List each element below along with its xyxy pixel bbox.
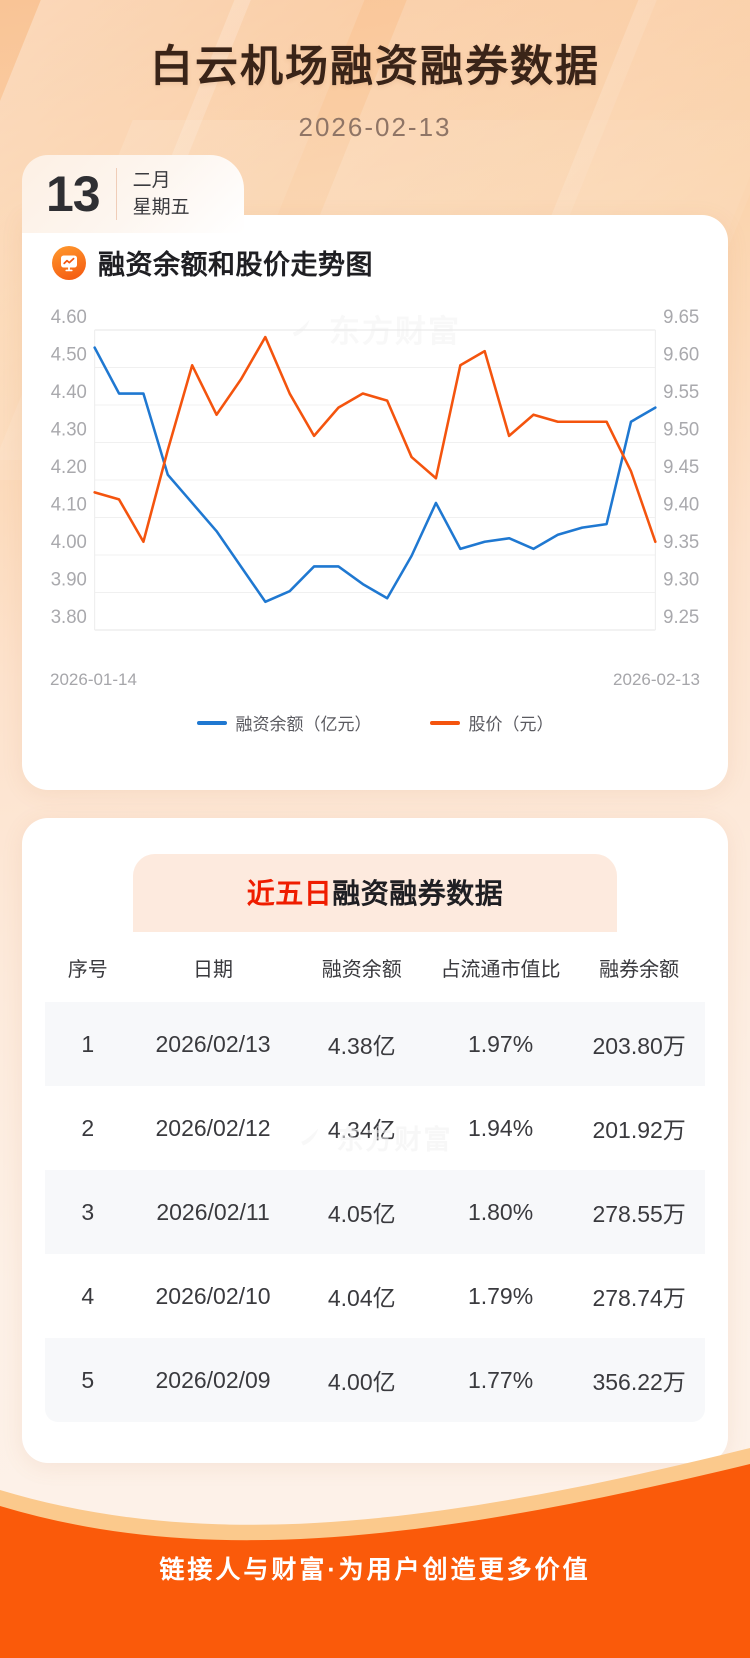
chart-x-axis-labels: 2026-01-14 2026-02-13 bbox=[22, 658, 728, 690]
page-header: 白云机场融资融券数据 2026-02-13 bbox=[0, 0, 750, 143]
y-axis-left-tick: 4.20 bbox=[51, 456, 87, 477]
legend-label: 融资余额（亿元） bbox=[235, 715, 372, 735]
page-footer: 链接人与财富·为用户创造更多价值 bbox=[0, 1420, 750, 1658]
cell-pct: 1.97% bbox=[467, 1030, 534, 1057]
cell-short: 278.74万 bbox=[592, 1285, 686, 1312]
cell-short: 356.22万 bbox=[592, 1369, 686, 1396]
table-title-rest: 融资融券数据 bbox=[332, 878, 504, 910]
chart-series-balance bbox=[93, 346, 657, 604]
chart-plot-area: 东方财富 3.80 9.25 3.90 9.30 4.00 9.35 4.10 9.40 4.2… bbox=[22, 308, 728, 658]
cell-pct: 1.94% bbox=[467, 1114, 534, 1141]
chart-series-price bbox=[93, 336, 657, 544]
column-header-balance: 融资余额 bbox=[295, 933, 428, 1003]
legend-item: 股价（元） bbox=[429, 710, 554, 735]
y-axis-left-tick: 4.30 bbox=[51, 419, 87, 440]
y-axis-left-tick: 4.00 bbox=[51, 531, 87, 552]
column-header-date: 日期 bbox=[130, 933, 296, 1003]
y-axis-left-tick: 4.60 bbox=[51, 308, 87, 327]
y-axis-right-tick: 9.55 bbox=[663, 381, 699, 402]
y-axis-right-tick: 9.35 bbox=[663, 531, 699, 552]
cell-date: 2026/02/09 bbox=[155, 1366, 271, 1393]
footer-curve-shape bbox=[0, 1448, 750, 1658]
legend-color-swatch bbox=[196, 720, 227, 725]
cell-date: 2026/02/12 bbox=[155, 1114, 271, 1141]
table-row: 4 2026/02/10 4.04亿 1.79% 278.74万 bbox=[45, 1254, 705, 1339]
y-axis-right-tick: 9.50 bbox=[663, 419, 699, 440]
y-axis-right-tick: 9.40 bbox=[663, 494, 699, 515]
y-axis-left-tick: 4.10 bbox=[51, 494, 87, 515]
chart-card: 13 二月 星期五 融资余额和股价走势图 东方财富 3.80 9.25 3.90 9.… bbox=[22, 155, 728, 791]
footer-slogan: 链接人与财富·为用户创造更多价值 bbox=[159, 1556, 591, 1584]
cell-index: 4 bbox=[81, 1282, 95, 1309]
cell-short: 203.80万 bbox=[592, 1033, 686, 1060]
cell-index: 5 bbox=[81, 1366, 95, 1393]
chart-legend: 融资余额（亿元） 股价（元） bbox=[22, 710, 728, 735]
cell-pct: 1.79% bbox=[467, 1282, 534, 1309]
y-axis-right-tick: 9.30 bbox=[663, 569, 699, 590]
table-header-row: 序号 日期 融资余额 占流通市值比 融券余额 bbox=[45, 933, 705, 1003]
cell-balance: 4.34亿 bbox=[327, 1117, 396, 1144]
legend-item: 融资余额（亿元） bbox=[196, 710, 372, 735]
margin-trading-table: 序号 日期 融资余额 占流通市值比 融券余额 1 2026/02/13 4.38亿 1… bbox=[44, 932, 706, 1424]
date-badge: 13 二月 星期五 bbox=[22, 155, 244, 234]
cell-index: 2 bbox=[81, 1114, 95, 1141]
cell-pct: 1.77% bbox=[467, 1366, 534, 1393]
y-axis-right-tick: 9.25 bbox=[663, 606, 699, 627]
table-row: 3 2026/02/11 4.05亿 1.80% 278.55万 bbox=[45, 1170, 705, 1255]
date-badge-weekday: 星期五 bbox=[132, 196, 190, 218]
legend-color-swatch bbox=[429, 720, 460, 725]
cell-balance: 4.05亿 bbox=[327, 1201, 396, 1228]
page-subtitle-date: 2026-02-13 bbox=[298, 112, 452, 143]
column-header-index: 序号 bbox=[45, 933, 131, 1003]
table-row: 5 2026/02/09 4.00亿 1.77% 356.22万 bbox=[45, 1338, 705, 1423]
y-axis-right-tick: 9.65 bbox=[663, 308, 699, 327]
x-axis-end-label: 2026-02-13 bbox=[613, 670, 700, 690]
cell-balance: 4.00亿 bbox=[327, 1369, 396, 1396]
cell-balance: 4.04亿 bbox=[327, 1285, 396, 1312]
line-chart: 3.80 9.25 3.90 9.30 4.00 9.35 4.10 9.40 4.20 9.45… bbox=[51, 308, 699, 631]
cell-short: 278.55万 bbox=[592, 1201, 686, 1228]
cell-index: 1 bbox=[81, 1030, 95, 1057]
cell-balance: 4.38亿 bbox=[327, 1033, 396, 1060]
column-header-short: 融券余额 bbox=[573, 933, 705, 1003]
legend-label: 股价（元） bbox=[468, 715, 554, 735]
column-header-pct: 占流通市值比 bbox=[427, 933, 574, 1003]
date-badge-divider bbox=[115, 168, 117, 221]
x-axis-start-label: 2026-01-14 bbox=[50, 670, 137, 690]
y-axis-left-tick: 3.90 bbox=[51, 569, 87, 590]
date-badge-day: 13 bbox=[46, 166, 101, 223]
y-axis-right-tick: 9.60 bbox=[663, 344, 699, 365]
cell-pct: 1.80% bbox=[467, 1198, 534, 1225]
page-title: 白云机场融资融券数据 bbox=[150, 43, 600, 91]
table-title-pill: 近五日融资融券数据 bbox=[133, 854, 617, 933]
trend-monitor-icon bbox=[52, 245, 86, 280]
cell-date: 2026/02/11 bbox=[156, 1198, 270, 1225]
chart-header: 融资余额和股价走势图 bbox=[22, 215, 728, 282]
table-row: 1 2026/02/13 4.38亿 1.97% 203.80万 bbox=[45, 1002, 705, 1087]
y-axis-right-tick: 9.45 bbox=[663, 456, 699, 477]
table-title-highlight: 近五日 bbox=[246, 878, 333, 910]
chart-title: 融资余额和股价走势图 bbox=[98, 250, 373, 281]
date-badge-month: 二月 bbox=[132, 169, 171, 191]
cell-date: 2026/02/10 bbox=[155, 1282, 271, 1309]
y-axis-left-tick: 4.40 bbox=[51, 381, 87, 402]
cell-short: 201.92万 bbox=[592, 1117, 686, 1144]
table-row: 2 2026/02/12 4.34亿 1.94% 201.92万 bbox=[45, 1086, 705, 1171]
y-axis-left-tick: 4.50 bbox=[51, 344, 87, 365]
table-title: 近五日融资融券数据 bbox=[133, 872, 617, 912]
cell-index: 3 bbox=[81, 1198, 95, 1225]
cell-date: 2026/02/13 bbox=[155, 1030, 271, 1057]
y-axis-left-tick: 3.80 bbox=[51, 606, 87, 627]
